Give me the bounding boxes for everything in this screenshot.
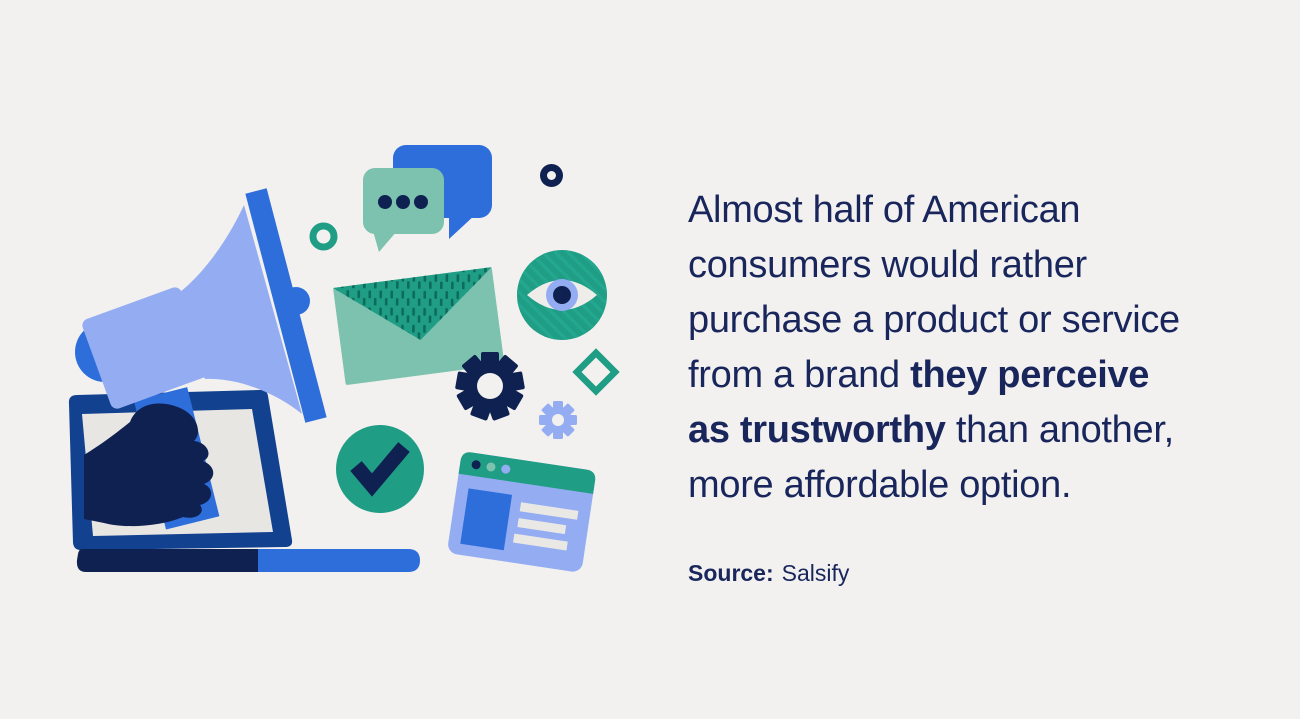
gear-icon-small (539, 401, 577, 439)
ring-icon (309, 222, 338, 251)
quote-text: Almost half of American consumers would r… (688, 189, 1180, 506)
donut-dot-icon (540, 164, 563, 187)
megaphone-icon (75, 188, 327, 530)
source-line: Source: Salsify (688, 558, 1256, 588)
source-label: Source: (688, 560, 774, 586)
envelope-icon (333, 267, 505, 385)
source-value: Salsify (781, 560, 850, 586)
marketing-illustration (68, 145, 620, 572)
quote-block: Almost half of American consumers would r… (688, 183, 1256, 588)
checkmark-circle-icon (336, 425, 424, 513)
gear-icon-large (455, 352, 525, 421)
laptop-base-right (258, 549, 420, 572)
eye-icon (517, 250, 607, 340)
diamond-icon (572, 348, 620, 396)
hand-icon (84, 403, 214, 527)
chat-bubbles-icon (363, 145, 492, 252)
browser-window-icon (448, 452, 596, 572)
megaphone-mouthpiece (82, 287, 210, 409)
laptop-base-left (76, 549, 258, 572)
typing-dots-icon (378, 195, 428, 209)
